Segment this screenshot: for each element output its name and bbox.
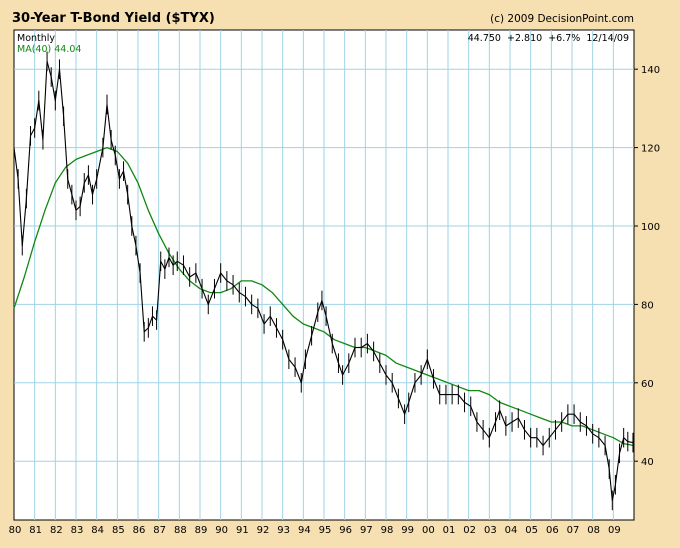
x-tick-label: 95 [319,525,332,536]
x-tick-label: 98 [381,525,394,536]
x-axis: 80 81 82 83 84 85 86 87 88 89 90 91 92 93 94 95 96 97 98 99… [9,525,621,536]
x-tick-label: 89 [195,525,208,536]
x-tick-label: 09 [608,525,621,536]
quote-readout: 44.750 +2.810 +6.7% 12/14/09 [468,33,629,44]
x-tick-label: 82 [50,525,63,536]
x-tick-label: 02 [463,525,476,536]
y-tick-label: 120 [641,144,660,155]
x-tick-label: 04 [505,525,518,536]
x-tick-label: 90 [215,525,228,536]
x-tick-label: 05 [525,525,538,536]
x-tick-label: 07 [567,525,580,536]
x-tick-label: 87 [153,525,166,536]
x-tick-label: 88 [174,525,187,536]
x-tick-label: 08 [587,525,600,536]
copyright-text: (c) 2009 DecisionPoint.com [490,13,634,25]
x-tick-label: 06 [546,525,559,536]
x-tick-label: 85 [112,525,125,536]
x-tick-label: 93 [277,525,290,536]
x-tick-label: 99 [401,525,414,536]
ma-legend-label: MA(40) 44.04 [17,44,81,55]
x-tick-label: 92 [257,525,270,536]
x-tick-label: 96 [339,525,352,536]
ma-line [13,146,634,447]
y-tick-label: 140 [641,65,660,76]
chart-title: 30-Year T-Bond Yield ($TYX) [12,11,215,26]
x-tick-label: 91 [236,525,249,536]
x-tick-label: 84 [91,525,104,536]
x-tick-label: 03 [484,525,497,536]
x-tick-label: 83 [71,525,84,536]
x-tick-label: 81 [29,525,42,536]
x-tick-label: 86 [133,525,146,536]
y-tick-label: 80 [641,300,654,311]
y-tick-label: 100 [641,222,660,233]
y-axis: 40 60 80 100 120 140 [634,65,660,468]
x-tick-label: 00 [422,525,435,536]
x-tick-label: 80 [9,525,22,536]
y-tick-label: 60 [641,379,654,390]
period-label: Monthly [17,33,55,44]
price-line [13,60,634,501]
x-tick-label: 97 [360,525,373,536]
price-layer [13,51,634,511]
x-tick-label: 01 [443,525,456,536]
x-tick-label: 94 [298,525,311,536]
y-tick-label: 40 [641,457,654,468]
moving-average-layer [13,146,634,447]
